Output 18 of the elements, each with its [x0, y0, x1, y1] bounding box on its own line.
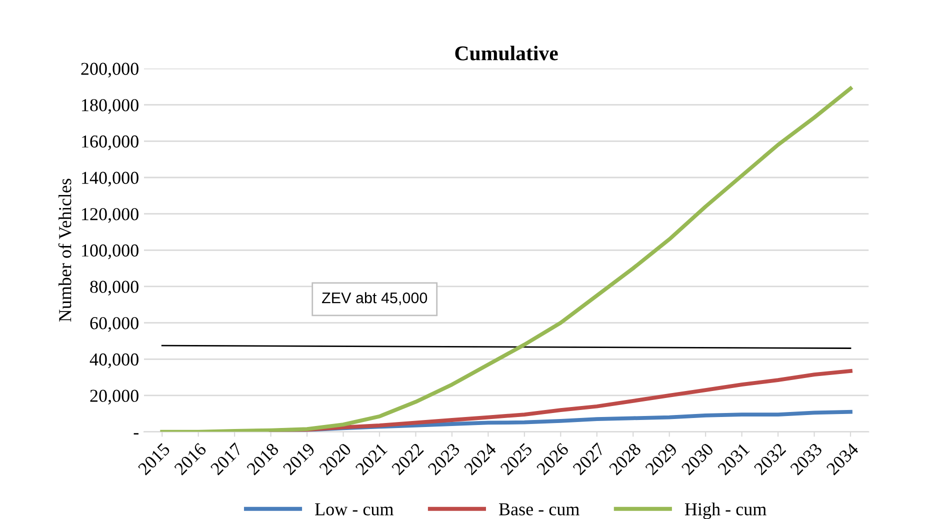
line-series — [160, 86, 852, 432]
y-tick-label: 100,000 — [82, 244, 138, 260]
legend-label: Low - cum — [315, 503, 394, 516]
y-tick-label: 20,000 — [90, 390, 138, 405]
y-tick-label: 60,000 — [90, 317, 138, 332]
y-tick-label: 180,000 — [82, 99, 138, 114]
y-tick-label: - — [134, 433, 138, 434]
y-tick-label: 200,000 — [81, 62, 138, 78]
legend-label: Base - cum — [499, 503, 580, 516]
y-axis-title: Number of Vehicles — [58, 178, 72, 322]
y-tick-label: 140,000 — [82, 172, 138, 187]
annotation: ZEV abt 45,000 — [322, 292, 428, 306]
y-tick-label: 80,000 — [90, 280, 138, 296]
y-tick-label: 160,000 — [82, 135, 138, 150]
y-tick-label: 120,000 — [82, 208, 138, 223]
legend-label: High - cum — [684, 502, 766, 519]
y-tick-label: 40,000 — [90, 353, 138, 368]
chart-title: Cumulative — [455, 46, 558, 60]
